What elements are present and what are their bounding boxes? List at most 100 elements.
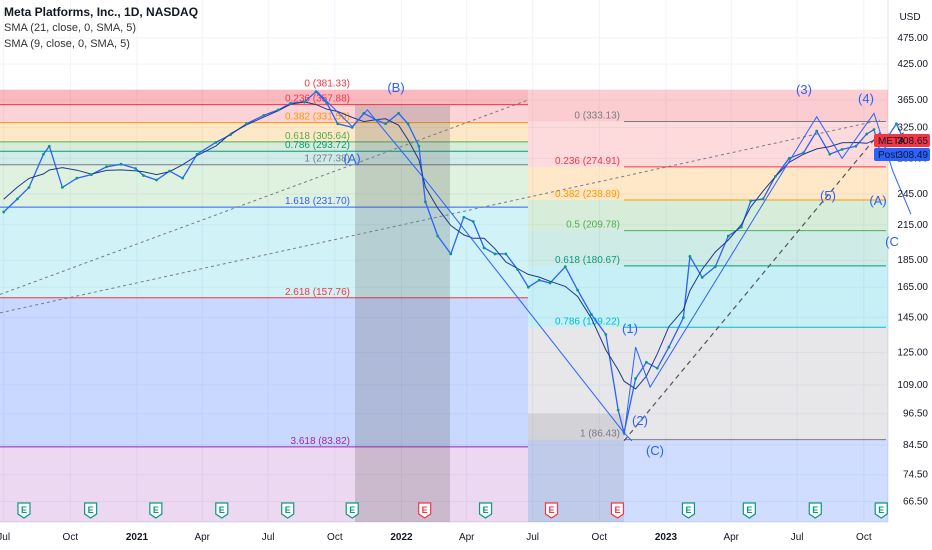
price-point: [89, 173, 93, 177]
x-tick-label: Oct: [856, 532, 872, 543]
earnings-badge-label: E: [285, 505, 291, 515]
price-point: [548, 281, 552, 285]
trend-dashed-lower: [623, 132, 881, 442]
x-tick-label: 2022: [390, 532, 413, 543]
price-point: [634, 377, 637, 380]
price-point: [761, 197, 765, 201]
currency-label: USD: [899, 12, 920, 23]
earnings-badge-shape: [610, 502, 625, 519]
price-point: [645, 360, 648, 364]
earnings-badge-label: E: [153, 505, 159, 515]
fib-label-right: 0.786 (139.22): [555, 316, 620, 327]
earnings-badge[interactable]: E: [84, 502, 98, 519]
earnings-badge-shape: [544, 502, 559, 519]
fib-label-left: 2.618 (157.76): [285, 287, 350, 298]
y-tick-label: 365.00: [897, 95, 928, 106]
price-point: [726, 234, 730, 238]
price-point: [336, 122, 340, 126]
indicator-sma-21[interactable]: SMA (21, close, 0, SMA, 5): [4, 22, 137, 34]
sma-21-line: [3, 101, 905, 390]
x-tick-label: 2021: [126, 532, 149, 543]
price-point: [787, 156, 791, 160]
fib-label-right: 0.236 (274.91): [555, 156, 620, 167]
indicator-sma-9[interactable]: SMA (9, close, 0, SMA, 5): [4, 38, 130, 50]
y-tick-label: 215.00: [897, 220, 928, 231]
earnings-badge[interactable]: E: [544, 502, 559, 519]
fib-band-right: [528, 327, 888, 440]
fib-band-right: [528, 199, 888, 231]
y-tick-label: 109.00: [897, 380, 928, 391]
fib-grey-block: [528, 413, 624, 522]
price-point: [895, 122, 898, 126]
fib-label-left: 0.236 (357.88): [285, 94, 350, 105]
y-tick-label: 96.50: [903, 409, 928, 420]
earnings-badge[interactable]: E: [742, 502, 756, 519]
earnings-badge-label: E: [746, 505, 752, 515]
wave-label: (4): [858, 91, 874, 106]
price-point: [749, 199, 753, 203]
fib-label-top-left: 0 (381.33): [304, 79, 350, 90]
earnings-badge-shape: [478, 502, 493, 519]
price-point: [655, 366, 659, 370]
price-point: [616, 408, 620, 412]
earnings-badge[interactable]: E: [149, 502, 163, 519]
price-point: [504, 252, 508, 256]
price-point: [700, 276, 704, 279]
y-tick-label: 74.50: [903, 470, 928, 481]
fib-band-right: [528, 265, 888, 328]
fib-retracement-right: [528, 89, 888, 522]
earnings-badge[interactable]: E: [215, 502, 229, 519]
x-tick-label: Apr: [459, 532, 475, 543]
y-tick-label: 145.00: [897, 313, 928, 324]
price-point: [229, 133, 232, 137]
price-point: [350, 125, 354, 129]
price-point: [2, 210, 6, 214]
fib-label-right: 0.382 (238.89): [555, 189, 620, 200]
fib-band-left: [0, 164, 528, 208]
earnings-badge[interactable]: E: [874, 502, 888, 519]
x-tick-label: Jul: [262, 532, 275, 543]
price-point: [42, 152, 45, 156]
fib-extension-left: [0, 89, 528, 522]
price-point: [276, 108, 280, 112]
earnings-badge[interactable]: E: [610, 502, 625, 519]
earnings-badge[interactable]: E: [17, 502, 31, 519]
x-tick-label: Apr: [723, 532, 739, 543]
earnings-badge-label: E: [88, 505, 94, 515]
earnings-badge-label: E: [422, 505, 428, 515]
earnings-badge[interactable]: E: [281, 502, 295, 519]
earnings-badge[interactable]: E: [478, 502, 493, 519]
x-tick-label: 2023: [655, 532, 678, 543]
price-point: [604, 333, 608, 336]
price-point: [526, 285, 530, 289]
earnings-badge[interactable]: E: [345, 502, 359, 519]
price-axis: [888, 0, 932, 550]
wave-label: (C): [646, 443, 664, 458]
price-point: [865, 132, 869, 136]
price-point: [214, 140, 218, 144]
fib-label-left: 0.786 (293.72): [285, 140, 350, 151]
fib-band-left: [0, 297, 528, 447]
price-point: [105, 165, 108, 169]
price-point: [134, 167, 137, 170]
earnings-badge[interactable]: E: [808, 502, 822, 519]
price-point: [60, 185, 64, 189]
y-tick-label: 125.00: [897, 348, 928, 359]
price-point: [493, 252, 497, 256]
earnings-badge-label: E: [685, 505, 691, 515]
price-point: [417, 144, 421, 148]
earnings-badge-shape: [17, 502, 31, 519]
fib-band-left: [0, 122, 528, 142]
earnings-badge[interactable]: E: [681, 502, 696, 519]
price-point: [872, 128, 876, 131]
x-tick-label: Oct: [327, 532, 343, 543]
price-point: [482, 246, 486, 250]
earnings-badge[interactable]: E: [418, 502, 432, 519]
fib-label-right: 0.5 (209.78): [566, 220, 620, 231]
price-point: [802, 151, 806, 155]
price-point: [195, 152, 199, 156]
price-point: [397, 111, 401, 115]
price-point: [302, 100, 306, 104]
fib-band-right: [528, 439, 888, 522]
